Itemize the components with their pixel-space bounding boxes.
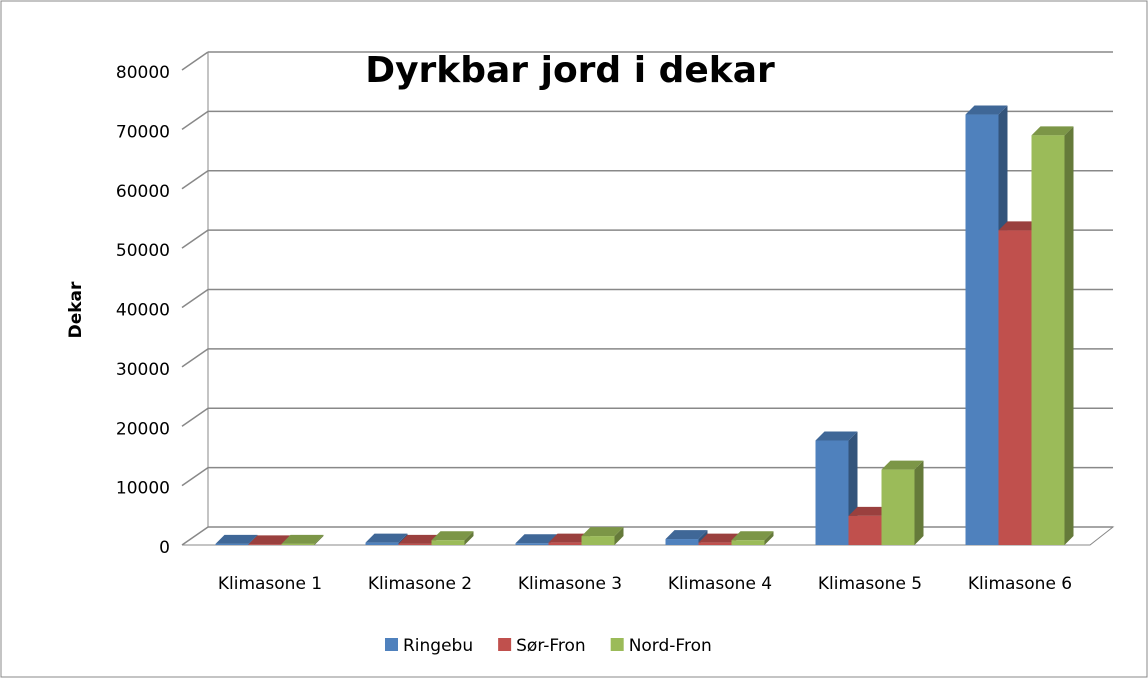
bar xyxy=(698,542,732,545)
grid-line-side xyxy=(181,170,209,190)
bar xyxy=(581,536,615,545)
x-tick-label: Klimasone 5 xyxy=(818,574,922,594)
bar xyxy=(731,540,765,545)
bar-top xyxy=(398,534,441,544)
x-tick-label: Klimasone 3 xyxy=(518,574,622,594)
bar-top xyxy=(998,221,1041,231)
bar xyxy=(365,542,399,545)
grid-line-side xyxy=(181,526,209,546)
bar-top xyxy=(248,535,291,545)
y-tick-label: 10000 xyxy=(116,479,170,499)
bar-top xyxy=(665,530,708,540)
bar xyxy=(431,540,465,545)
legend-label: Ringebu xyxy=(403,636,473,656)
bar xyxy=(965,114,999,545)
bar-top xyxy=(1031,126,1074,136)
y-tick-label: 30000 xyxy=(116,360,170,380)
bar-side xyxy=(914,460,924,545)
bar-top xyxy=(215,534,258,544)
y-tick-label: 70000 xyxy=(116,122,170,142)
bar xyxy=(1031,135,1065,545)
x-tick-label: Klimasone 6 xyxy=(968,574,1072,594)
bar-top xyxy=(881,460,924,470)
legend-swatch xyxy=(498,638,512,651)
y-tick-label: 40000 xyxy=(116,301,170,321)
bar-side xyxy=(464,531,474,545)
x-tick-label: Klimasone 2 xyxy=(368,574,472,594)
legend-swatch xyxy=(610,638,624,651)
bar-side xyxy=(314,534,324,545)
y-tick-label: 80000 xyxy=(116,63,170,83)
legend-label: Nord-Fron xyxy=(629,636,712,656)
y-tick-label: 0 xyxy=(159,538,170,558)
bar-top xyxy=(281,534,324,544)
bar-top xyxy=(431,531,474,541)
grid-line-side xyxy=(181,348,209,368)
grid-line-side xyxy=(181,229,209,249)
bar-side xyxy=(764,531,774,545)
grid-line-side xyxy=(181,288,209,309)
bar xyxy=(215,543,249,545)
y-tick-label: 20000 xyxy=(116,419,170,439)
bar xyxy=(881,469,915,545)
bar xyxy=(848,515,882,545)
y-tick-label: 60000 xyxy=(116,182,170,202)
grid-line-side xyxy=(181,51,209,71)
y-tick-label: 50000 xyxy=(116,241,170,261)
bar xyxy=(998,230,1032,545)
y-axis-label: Dekar xyxy=(66,281,86,338)
bar-top xyxy=(815,431,858,441)
bar-top xyxy=(965,105,1008,115)
bar-top xyxy=(581,527,624,537)
floor xyxy=(182,526,1115,546)
bar xyxy=(398,543,432,545)
bar-top xyxy=(548,533,591,543)
bar xyxy=(281,543,315,545)
bar xyxy=(548,542,582,545)
bar xyxy=(515,543,549,545)
chart-title: Dyrkbar jord i dekar xyxy=(365,50,775,91)
bar xyxy=(815,440,849,545)
grid-line-side xyxy=(181,407,209,427)
x-tick-label: Klimasone 1 xyxy=(218,574,322,594)
bar-top xyxy=(731,531,774,541)
bar-top xyxy=(365,533,408,543)
legend-swatch xyxy=(385,638,398,651)
bar-top xyxy=(698,533,741,543)
bar xyxy=(248,544,282,545)
bar-side xyxy=(1064,126,1074,545)
bar-top xyxy=(515,534,558,544)
bar-side xyxy=(614,527,624,545)
bar xyxy=(665,539,699,545)
bar-top xyxy=(848,506,891,516)
x-tick-label: Klimasone 4 xyxy=(668,574,772,594)
legend-label: Sør-Fron xyxy=(516,636,586,656)
grid-line-side xyxy=(181,110,209,130)
grid-line-side xyxy=(181,467,209,487)
